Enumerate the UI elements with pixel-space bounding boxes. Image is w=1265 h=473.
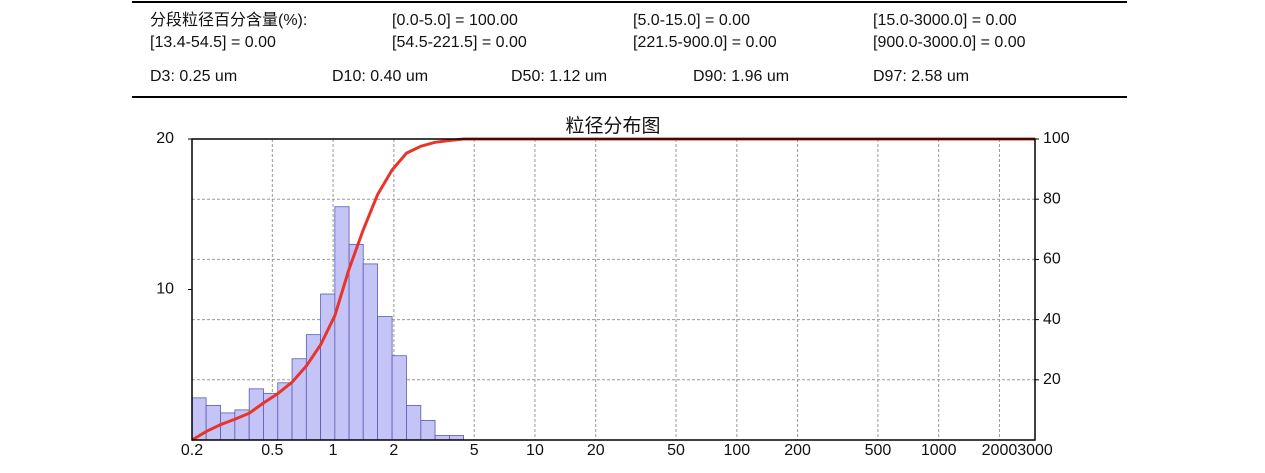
- x-tick-label: 500: [865, 442, 892, 459]
- y2-tick-label: 100: [1043, 130, 1070, 147]
- diameter: D3: 0.25 um: [150, 68, 237, 85]
- chart-title: 粒径分布图: [565, 115, 660, 137]
- x-tick-label: 50: [667, 442, 685, 459]
- plot-frame: [191, 138, 1036, 441]
- x-tick-label: 0.5: [261, 442, 283, 459]
- x-tick-label: 10: [526, 442, 544, 459]
- x-tick-label: 1000: [921, 442, 957, 459]
- x-tick-label: 5: [470, 442, 479, 459]
- y2-tick-label: 20: [1043, 371, 1061, 388]
- bar: [391, 355, 407, 441]
- bar: [420, 420, 436, 441]
- header-cell: [221.5-900.0] = 0.00: [633, 34, 777, 51]
- x-tick-label: 2000: [982, 442, 1018, 459]
- cumulative-line: [191, 137, 1035, 442]
- y2-tick-label: 80: [1043, 190, 1061, 207]
- x-tick-label: 0.2: [181, 442, 203, 459]
- y-tick-label: 10: [156, 281, 174, 298]
- bar: [362, 263, 378, 441]
- header-cell: [900.0-3000.0] = 0.00: [873, 34, 1026, 51]
- header-cell: [0.0-5.0] = 100.00: [392, 12, 518, 29]
- bar: [334, 206, 350, 441]
- header-cell: [13.4-54.5] = 0.00: [150, 34, 276, 51]
- bar: [220, 412, 236, 441]
- y-tick-label: 20: [156, 130, 174, 147]
- bar: [348, 243, 364, 441]
- bar: [205, 404, 221, 441]
- header-cell: [54.5-221.5] = 0.00: [392, 34, 527, 51]
- diameter: D10: 0.40 um: [332, 68, 428, 85]
- header-cell: [5.0-15.0] = 0.00: [633, 12, 750, 29]
- x-tick-label: 2: [389, 442, 398, 459]
- header-cell: [15.0-3000.0] = 0.00: [873, 12, 1017, 29]
- bar: [377, 316, 393, 441]
- diameter: D90: 1.96 um: [693, 68, 789, 85]
- x-tick-label: 1: [329, 442, 338, 459]
- header-cell: 分段粒径百分含量(%):: [150, 11, 307, 29]
- diameter: D97: 2.58 um: [873, 68, 969, 85]
- bar: [291, 358, 307, 441]
- bar: [248, 388, 264, 441]
- x-tick-label: 100: [723, 442, 750, 459]
- y2-tick-label: 60: [1043, 251, 1061, 268]
- bar: [320, 293, 336, 441]
- x-tick-label: 20: [587, 442, 605, 459]
- bar: [406, 404, 422, 441]
- diameter: D50: 1.12 um: [511, 68, 607, 85]
- x-tick-label: 3000: [1017, 442, 1053, 459]
- x-tick-label: 200: [784, 442, 811, 459]
- y2-tick-label: 40: [1043, 311, 1061, 328]
